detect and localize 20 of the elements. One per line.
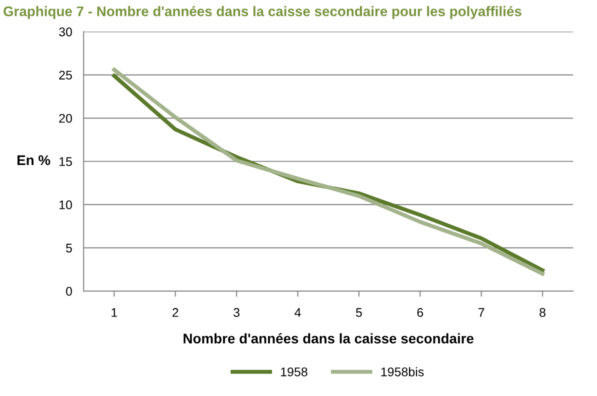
y-tick-label: 20 xyxy=(59,114,72,123)
legend-label: 1958 xyxy=(281,367,308,376)
chart-title: Graphique 7 - Nombre d'années dans la caisse secondaire pour les polyaffiliés xyxy=(4,6,522,20)
x-tick-label: 3 xyxy=(234,308,240,317)
y-tick-label: 0 xyxy=(66,286,72,296)
y-tick-label: 10 xyxy=(60,200,72,210)
legend-label: 1958bis xyxy=(381,367,424,376)
y-axis-title: En % xyxy=(18,155,50,166)
x-tick-label: 8 xyxy=(540,308,546,317)
x-tick-label: 2 xyxy=(172,308,178,317)
y-tick-label: 25 xyxy=(59,70,72,80)
y-tick-label: 30 xyxy=(59,27,72,36)
x-tick-label: 7 xyxy=(478,308,484,317)
y-tick-label: 15 xyxy=(60,157,72,166)
x-tick-label: 5 xyxy=(356,308,362,317)
y-tick-label: 5 xyxy=(66,244,72,252)
x-tick-label: 4 xyxy=(294,308,301,317)
x-tick-label: 1 xyxy=(112,308,118,317)
x-tick-label: 6 xyxy=(417,308,424,317)
x-axis-title: Nombre d'années dans la caisse secondaire xyxy=(184,333,474,344)
